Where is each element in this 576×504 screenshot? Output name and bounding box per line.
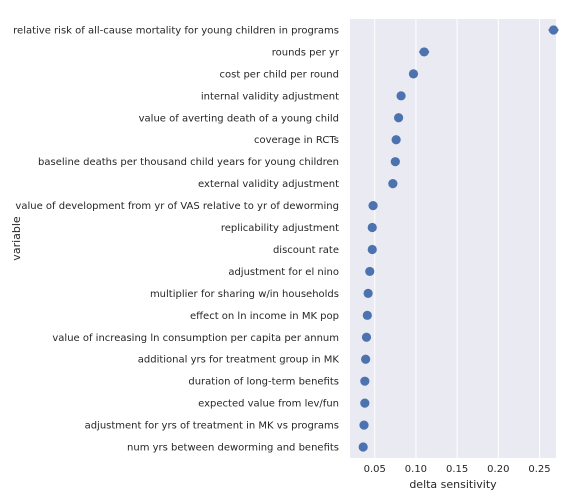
data-point [365,266,375,277]
y-tick-label: rounds per yr [272,47,340,58]
y-tick-label: cost per child per round [220,69,339,80]
data-point [367,222,377,233]
plot-background [350,19,556,458]
x-tick-label: 0.25 [528,464,550,475]
data-point [408,69,419,79]
data-point [390,157,400,167]
y-tick-label: adjustment for yrs of treatment in MK vs… [85,421,339,432]
data-point [358,442,368,452]
x-tick-label: 0.15 [446,464,468,475]
y-tick-label: num yrs between deworming and benefits [127,443,339,454]
y-tick-label: value of development from yr of VAS rela… [15,201,339,212]
data-point [396,91,406,101]
data-point [394,113,404,123]
data-point [391,135,401,145]
y-tick-label: coverage in RCTs [254,135,339,146]
y-tick-label: relative risk of all-cause mortality for… [13,25,339,36]
data-point [367,244,377,255]
y-tick-label: multiplier for sharing w/in households [150,289,339,300]
data-point [360,398,370,408]
data-point [361,354,371,364]
y-tick-label: additional yrs for treatment group in MK [138,355,340,366]
data-point [360,376,370,386]
x-tick-label: 0.20 [487,464,509,475]
y-tick-label: baseline deaths per thousand child years… [38,157,339,168]
x-tick-label: 0.10 [405,464,427,475]
x-tick-labels: 0.05 0.10 0.15 0.20 0.25 [364,464,551,475]
data-point [362,310,372,320]
y-tick-label: discount rate [273,245,339,256]
y-tick-label: internal validity adjustment [201,91,339,102]
y-tick-label: replicability adjustment [221,223,339,234]
data-point [359,420,369,430]
data-point [363,288,373,298]
data-point [419,47,429,57]
data-point [361,332,372,342]
data-point [548,25,559,35]
y-tick-label: expected value from lev/fun [198,399,339,410]
y-tick-label: value of averting death of a young child [139,113,339,124]
y-tick-label: external validity adjustment [198,179,339,190]
data-point [388,179,398,189]
data-point [368,200,378,211]
y-tick-label: effect on ln income in MK pop [190,311,339,322]
y-tick-labels: relative risk of all-cause mortality for… [13,25,340,453]
grid-lines [374,19,541,458]
y-tick-label: adjustment for el nino [228,267,339,278]
x-tick-label: 0.05 [364,464,386,475]
y-axis-label: variable [10,216,23,261]
data-points [358,25,559,452]
y-tick-label: value of increasing ln consumption per c… [52,333,339,344]
y-tick-label: duration of long-term benefits [188,377,339,388]
x-axis-label: delta sensitivity [409,478,497,491]
